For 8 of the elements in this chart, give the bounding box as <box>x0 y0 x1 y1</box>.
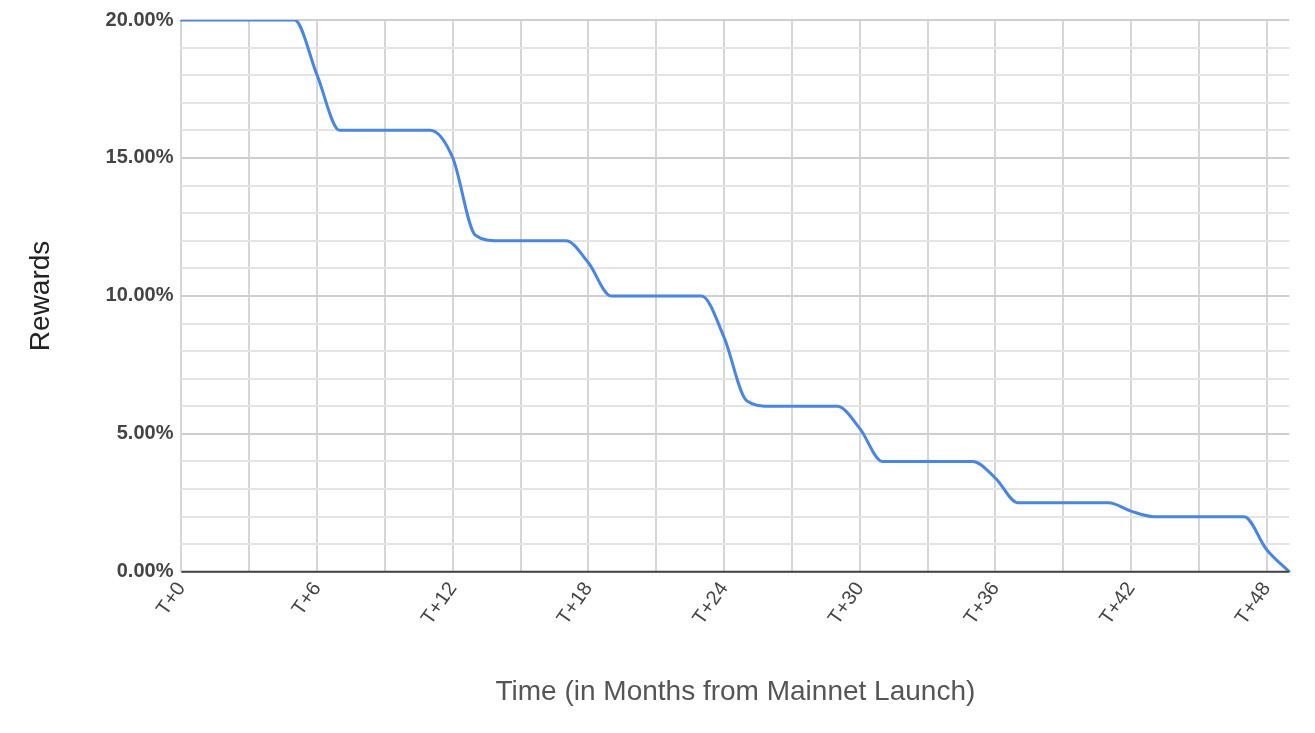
y-tick-label: 15.00% <box>105 145 174 168</box>
x-tick-label: T+6 <box>286 577 325 619</box>
line-series <box>179 20 1291 572</box>
y-axis-title: Rewards <box>23 240 55 352</box>
y-tick-label: 20.00% <box>105 7 174 30</box>
y-tick-label: 5.00% <box>116 421 174 444</box>
x-axis-title: Time (in Months from Mainnet Launch) <box>495 674 976 706</box>
y-tick-label: 10.00% <box>105 283 174 306</box>
